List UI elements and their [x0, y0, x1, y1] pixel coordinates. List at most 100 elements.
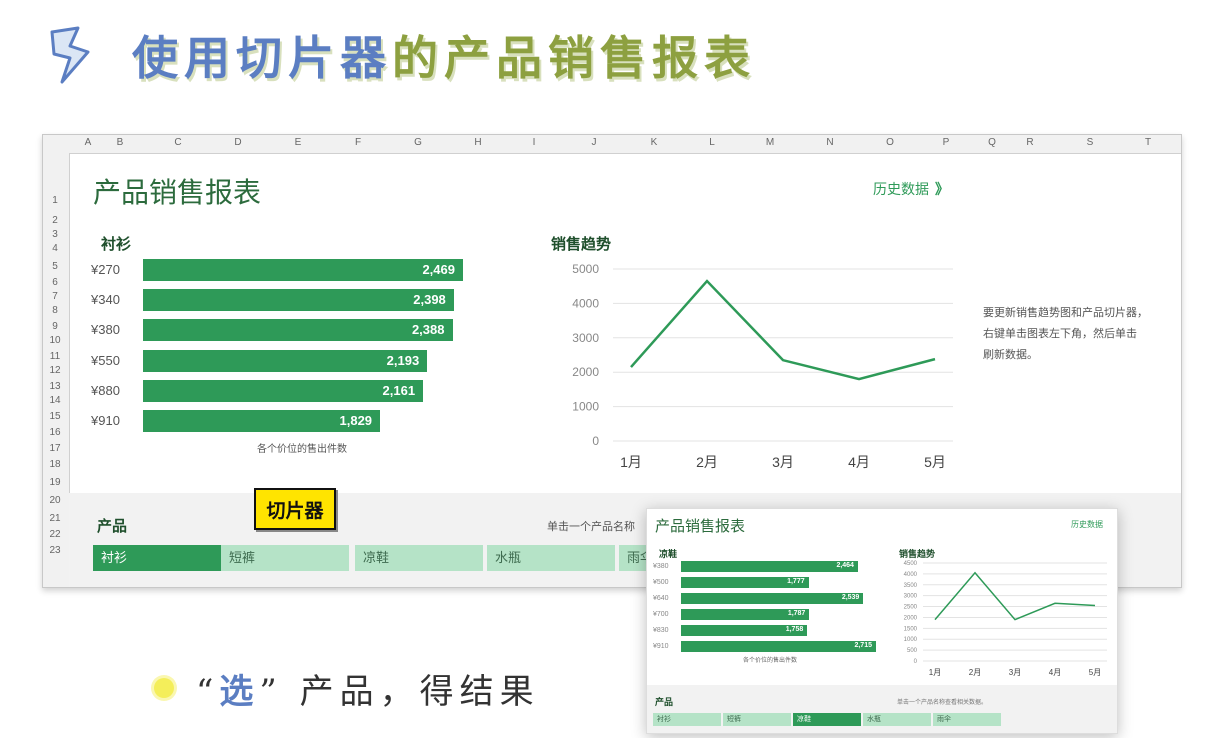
bar[interactable]: 2,388: [143, 319, 453, 342]
column-header[interactable]: G: [414, 137, 422, 148]
lightning-bolt-icon: [50, 26, 90, 84]
column-header[interactable]: T: [1144, 137, 1152, 148]
thumb-slicer-item[interactable]: 凉鞋: [793, 713, 861, 726]
slicer-item-sandals[interactable]: 凉鞋: [355, 545, 483, 571]
y-tick-label: 500: [907, 648, 918, 654]
x-tick-label: 1月: [929, 668, 941, 677]
y-tick-label: 4000: [572, 296, 599, 310]
row-header[interactable]: 23: [49, 545, 61, 556]
row-header[interactable]: 20: [49, 495, 61, 506]
row-header[interactable]: 10: [49, 335, 61, 346]
column-header[interactable]: R: [1026, 137, 1034, 148]
column-header[interactable]: P: [942, 137, 950, 148]
x-tick-label: 1月: [620, 454, 642, 470]
thumb-slicer-item[interactable]: 衬衫: [653, 713, 721, 726]
column-header[interactable]: K: [650, 137, 658, 148]
thumb-bar-category-label: ¥500: [653, 579, 669, 586]
thumb-history-link[interactable]: 历史数据: [1071, 520, 1103, 529]
thumb-bar-category-label: ¥700: [653, 611, 669, 618]
bar[interactable]: 2,398: [143, 289, 454, 312]
thumb-slicer-item[interactable]: 短裤: [723, 713, 791, 726]
bar-value-label: 2,388: [411, 322, 445, 338]
thumb-bar: 2,715: [681, 641, 876, 652]
row-header[interactable]: 13: [49, 381, 61, 392]
x-tick-label: 3月: [1009, 668, 1021, 677]
thumb-slicer-title: 产品: [655, 697, 674, 707]
bar-value-label: 2,469: [422, 262, 455, 277]
row-header[interactable]: 21: [49, 513, 61, 524]
row-header[interactable]: 3: [52, 229, 58, 240]
bar-value-label: 1,829: [339, 413, 373, 428]
bar-chart-title: 衬衫: [101, 236, 132, 253]
column-header[interactable]: L: [709, 137, 715, 148]
row-header[interactable]: 5: [52, 261, 58, 272]
double-chevron-icon: 》: [935, 181, 949, 197]
column-header[interactable]: O: [886, 137, 894, 148]
column-header[interactable]: I: [532, 137, 536, 148]
row-header[interactable]: 8: [52, 305, 58, 316]
column-header[interactable]: M: [765, 137, 775, 148]
y-tick-label: 3000: [904, 594, 918, 600]
row-header[interactable]: 16: [49, 427, 61, 438]
history-data-link[interactable]: 历史数据》: [873, 181, 949, 197]
thumb-bar: 1,787: [681, 609, 810, 620]
row-header[interactable]: 18: [49, 459, 61, 470]
column-header[interactable]: A: [84, 137, 92, 148]
slicer-item-shirt[interactable]: 衬衫: [93, 545, 221, 571]
bar[interactable]: 2,161: [143, 379, 424, 402]
slicer-callout-label: 切片器: [254, 488, 336, 530]
bar[interactable]: 2,469: [143, 259, 463, 281]
instruction-note: 要更新销售趋势图和产品切片器， 右键单击图表左下角，然后单击 刷新数据。: [983, 303, 1148, 366]
row-header[interactable]: 19: [49, 477, 61, 488]
line-chart[interactable]: 5000 4000 3000 2000 1000 0 1月 2月 3月 4月 5月: [543, 253, 963, 475]
column-header[interactable]: B: [116, 137, 124, 148]
row-header[interactable]: 6: [52, 277, 58, 288]
bar-value-label: 2,161: [382, 382, 416, 398]
row-header[interactable]: 12: [49, 365, 61, 376]
thumb-slicer-item[interactable]: 水瓶: [863, 713, 931, 726]
thumb-slicer-item[interactable]: 雨伞: [933, 713, 1001, 726]
y-tick-label: 0: [592, 434, 599, 448]
y-tick-label: 1000: [904, 637, 918, 643]
row-header[interactable]: 22: [49, 529, 61, 540]
series-line[interactable]: [934, 571, 1096, 621]
y-tick-label: 3000: [572, 331, 599, 345]
column-header[interactable]: H: [474, 137, 482, 148]
column-header[interactable]: D: [234, 137, 242, 148]
thumb-bar-category-label: ¥830: [653, 627, 669, 634]
series-line[interactable]: [630, 279, 936, 381]
row-header[interactable]: 7: [52, 291, 58, 302]
y-tick-label: 2500: [904, 605, 918, 611]
bar[interactable]: 2,193: [143, 349, 428, 372]
column-header[interactable]: N: [826, 137, 834, 148]
row-header[interactable]: 4: [52, 243, 58, 254]
row-header[interactable]: 1: [52, 195, 58, 206]
thumb-product-slicer: 产品 单击一个产品名称查看相关数据。 衬衫 短裤 凉鞋 水瓶 雨伞: [647, 685, 1117, 733]
thumb-bar-value-label: 2,715: [854, 642, 872, 649]
column-header[interactable]: S: [1086, 137, 1094, 148]
slicer-item-water-bottle[interactable]: 水瓶: [487, 545, 615, 571]
column-header[interactable]: F: [354, 137, 362, 148]
slicer-item-shorts[interactable]: 短裤: [221, 545, 349, 571]
row-header[interactable]: 9: [52, 321, 58, 332]
y-tick-label: 5000: [572, 262, 599, 276]
note-line: 刷新数据。: [983, 349, 1038, 361]
bar[interactable]: 1,829: [143, 410, 381, 432]
y-tick-label: 1000: [572, 400, 599, 414]
column-header[interactable]: E: [294, 137, 302, 148]
row-header[interactable]: 11: [49, 351, 61, 362]
bar-value-label: 2,193: [386, 352, 420, 368]
row-header[interactable]: 17: [49, 443, 61, 454]
row-header[interactable]: 2: [52, 215, 58, 226]
x-tick-label: 5月: [1089, 668, 1101, 677]
row-header[interactable]: 14: [49, 395, 61, 406]
thumb-line-title: 销售趋势: [899, 549, 936, 559]
column-header[interactable]: C: [174, 137, 182, 148]
x-tick-label: 2月: [696, 454, 718, 470]
row-header[interactable]: 15: [49, 411, 61, 422]
filtered-report-thumbnail: 产品销售报表 历史数据 凉鞋 ¥380 2,464 ¥500 1,777 ¥640 2,5…: [646, 508, 1118, 734]
column-header[interactable]: J: [591, 137, 597, 148]
thumb-bar-category-label: ¥640: [653, 595, 669, 602]
column-header[interactable]: Q: [988, 137, 996, 148]
y-tick-label: 4500: [904, 561, 918, 567]
